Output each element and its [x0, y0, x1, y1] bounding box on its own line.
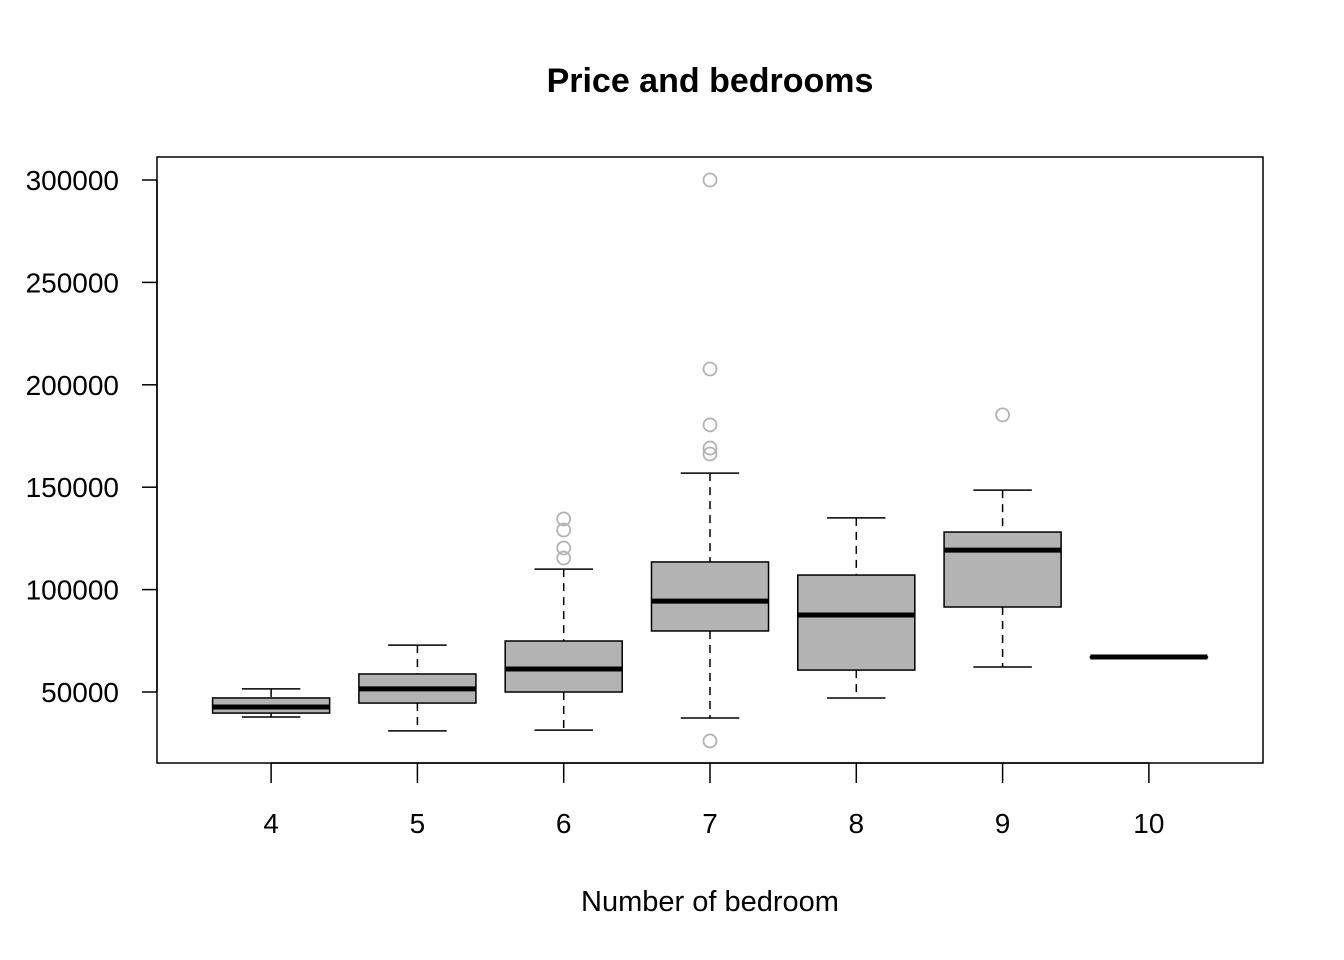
outlier-point: [995, 407, 1010, 423]
outlier-point: [702, 417, 718, 433]
box-9: [943, 407, 1062, 668]
x-tick-label: 6: [556, 808, 572, 839]
y-tick-label: 250000: [26, 267, 119, 298]
y-tick-label: 300000: [26, 165, 119, 196]
x-tick-label: 7: [702, 808, 718, 839]
box-7: [650, 172, 770, 749]
outlier-point: [556, 540, 572, 556]
x-tick-label: 8: [849, 808, 865, 839]
iqr-box: [797, 574, 916, 671]
outlier-point: [702, 361, 718, 377]
outlier-point: [556, 511, 572, 527]
outlier-point: [702, 446, 718, 462]
outlier-point: [702, 172, 718, 188]
outlier-point: [702, 733, 718, 749]
x-tick-label: 10: [1133, 808, 1164, 839]
y-tick-label: 150000: [26, 472, 119, 503]
box-4: [211, 688, 331, 718]
box-10: [1089, 654, 1209, 660]
x-axis: 4 5 6 7 8 9 10: [263, 762, 1164, 839]
iqr-box: [504, 640, 623, 693]
chart-title: Price and bedrooms: [547, 62, 874, 100]
y-tick-label: 200000: [26, 370, 119, 401]
x-tick-label: 4: [263, 808, 279, 839]
x-axis-label: Number of bedroom: [581, 886, 839, 918]
x-tick-label: 5: [410, 808, 426, 839]
box-5: [358, 644, 477, 732]
iqr-box: [650, 561, 770, 632]
iqr-box: [943, 531, 1062, 608]
x-tick-label: 9: [995, 808, 1011, 839]
box-6: [504, 511, 623, 731]
y-tick-label: 50000: [41, 677, 119, 708]
y-tick-label: 100000: [26, 575, 119, 606]
outlier-point: [702, 440, 718, 456]
outlier-point: [556, 522, 572, 538]
y-axis: 50000 100000 150000 200000 250000 300000: [26, 165, 158, 708]
box-8: [797, 517, 916, 699]
outlier-point: [556, 550, 572, 566]
boxes: [211, 172, 1209, 749]
